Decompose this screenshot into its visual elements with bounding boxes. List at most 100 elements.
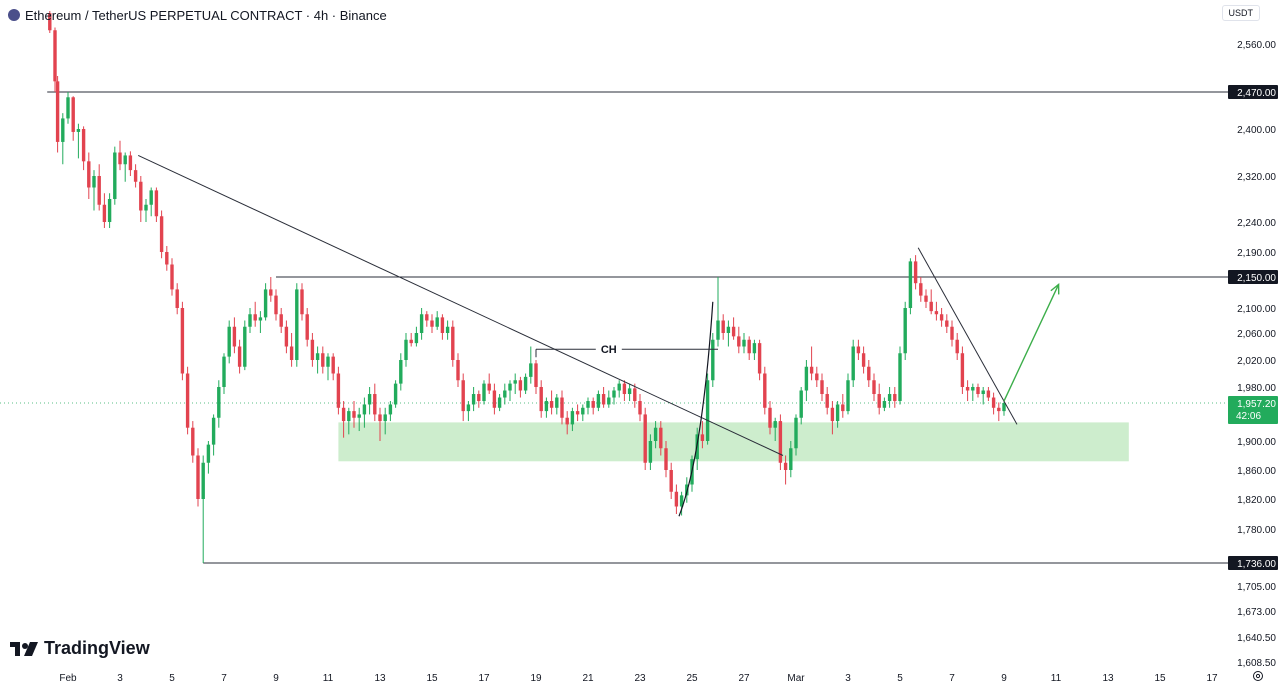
candle-body	[638, 401, 642, 415]
candle-body	[295, 289, 299, 360]
candle-body	[477, 394, 481, 402]
candle-body	[716, 320, 720, 340]
chart-title: Ethereum / TetherUS PERPETUAL CONTRACT ·…	[25, 7, 387, 23]
x-tick-label: 3	[117, 673, 123, 684]
candle-body	[643, 414, 647, 463]
candle-body	[409, 339, 413, 344]
candle-body	[274, 295, 278, 315]
candle-body	[149, 190, 153, 205]
candle-body	[768, 407, 772, 428]
candle-body	[269, 289, 273, 296]
candle-body	[347, 411, 351, 422]
candle-body	[425, 314, 429, 321]
candle-body	[700, 434, 705, 441]
candle-body	[721, 320, 725, 333]
x-tick-label: 23	[634, 673, 646, 684]
level-price-label: 2,150.00	[1237, 273, 1276, 284]
candle-body	[81, 129, 86, 162]
candle-body	[565, 417, 569, 425]
candle-body	[607, 397, 611, 405]
candle-body	[165, 252, 169, 265]
candle-body	[87, 161, 91, 188]
x-tick-label: 15	[426, 673, 438, 684]
candle-body	[175, 289, 179, 308]
level-price-badge	[1228, 270, 1278, 284]
candle-body	[201, 462, 205, 499]
currency-badge[interactable]: USDT	[1221, 5, 1260, 21]
candle-body	[237, 346, 242, 367]
candle-body	[284, 326, 289, 347]
x-tick-label: 11	[1051, 673, 1062, 684]
candle-body	[877, 394, 881, 408]
candle-body	[747, 339, 751, 354]
candle-body	[102, 204, 107, 222]
candle-body	[835, 404, 840, 422]
candle-body	[529, 363, 533, 377]
candle-body	[726, 326, 731, 333]
candle-body	[752, 343, 757, 354]
candle-body	[113, 152, 117, 199]
candle-body	[326, 356, 330, 367]
candle-body	[154, 190, 159, 217]
current-price-label: 1,957.20	[1237, 399, 1276, 410]
candle-body	[596, 394, 601, 408]
candle-body	[48, 13, 52, 31]
x-tick-label: 13	[374, 673, 386, 684]
candle-body	[601, 394, 606, 405]
candle-body	[976, 387, 980, 395]
candle-body	[419, 314, 424, 333]
candle-body	[430, 320, 434, 327]
x-tick-label: 3	[845, 673, 851, 684]
candle-body	[388, 404, 393, 415]
y-tick-label: 2,020.00	[1237, 356, 1276, 367]
settings-gear-icon[interactable]	[1252, 670, 1264, 682]
candle-body	[399, 360, 403, 384]
x-tick-label: 9	[273, 673, 279, 684]
chart-header: Ethereum / TetherUS PERPETUAL CONTRACT ·…	[8, 6, 387, 24]
x-tick-label: 11	[323, 673, 334, 684]
candle-body	[591, 401, 595, 408]
candle-body	[196, 455, 200, 499]
candle-body	[133, 170, 138, 182]
candle-body	[383, 414, 387, 422]
candle-body	[217, 387, 221, 418]
candle-body	[924, 295, 928, 302]
candle-body	[633, 388, 637, 402]
x-tick-label: 5	[897, 673, 903, 684]
candle-body	[804, 366, 809, 391]
candle-body	[451, 326, 455, 360]
candle-body	[211, 417, 216, 445]
y-tick-label: 1,640.50	[1237, 633, 1276, 644]
candle-body	[965, 387, 970, 391]
candle-body	[742, 339, 746, 347]
candle-body	[929, 301, 933, 312]
candle-body	[861, 353, 866, 367]
candle-body	[560, 397, 564, 418]
x-tick-label: 17	[478, 673, 490, 684]
y-tick-label: 1,608.50	[1237, 658, 1276, 669]
candle-body	[185, 373, 190, 428]
candle-body	[648, 441, 653, 463]
candle-body	[263, 289, 268, 318]
x-tick-label: 21	[582, 673, 594, 684]
candle-body	[570, 411, 575, 425]
candle-body	[893, 394, 897, 402]
candle-body	[357, 414, 361, 418]
ch-label: CH	[601, 344, 617, 356]
x-tick-label: Mar	[787, 673, 805, 684]
candle-body	[482, 383, 486, 402]
level-price-badge	[1228, 556, 1278, 570]
candle-body	[191, 427, 195, 456]
candle-body	[939, 314, 944, 321]
candle-body	[315, 353, 320, 360]
candle-body	[757, 343, 762, 374]
candle-body	[794, 417, 798, 449]
candle-body	[783, 462, 788, 470]
candle-body	[679, 495, 684, 507]
candle-body	[809, 366, 814, 374]
candle-body	[456, 360, 460, 381]
candle-body	[981, 390, 985, 395]
candle-body	[575, 411, 580, 415]
candle-body	[1002, 403, 1006, 412]
